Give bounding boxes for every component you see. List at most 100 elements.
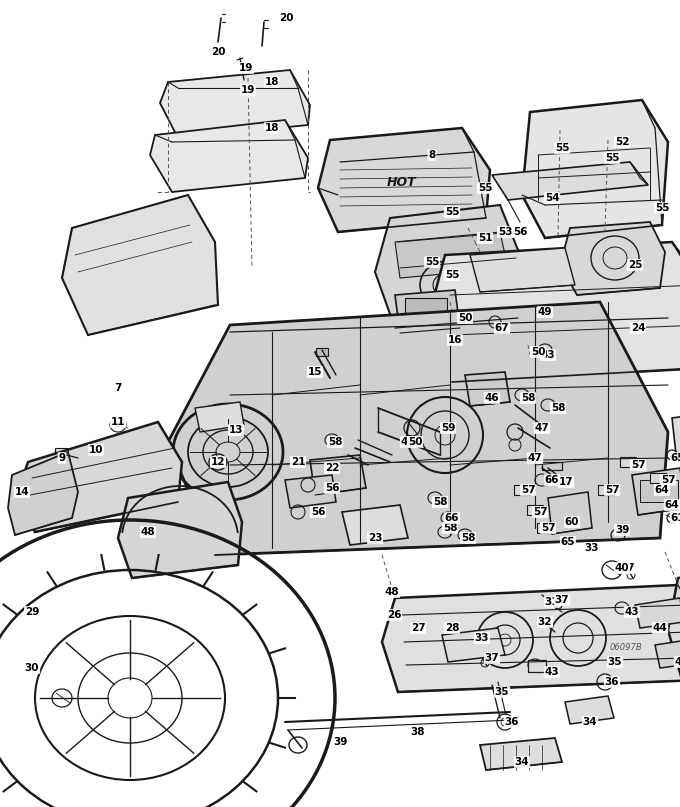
Text: 66: 66 bbox=[445, 513, 459, 523]
Text: 57: 57 bbox=[605, 485, 619, 495]
Text: 47: 47 bbox=[528, 453, 543, 463]
Text: 56: 56 bbox=[325, 483, 339, 493]
Text: 59: 59 bbox=[441, 423, 455, 433]
Text: 46: 46 bbox=[485, 393, 499, 403]
Text: 10: 10 bbox=[89, 445, 103, 455]
Text: 33: 33 bbox=[475, 633, 489, 643]
Text: 44: 44 bbox=[653, 623, 667, 633]
Text: 15: 15 bbox=[308, 367, 322, 377]
Text: 58: 58 bbox=[521, 393, 535, 403]
Text: 16: 16 bbox=[447, 335, 462, 345]
Text: 13: 13 bbox=[228, 425, 243, 435]
Text: 57: 57 bbox=[541, 523, 556, 533]
Text: 50: 50 bbox=[531, 347, 545, 357]
Text: 31: 31 bbox=[545, 597, 559, 607]
Text: 9: 9 bbox=[58, 453, 65, 463]
Polygon shape bbox=[465, 372, 510, 406]
Text: 49: 49 bbox=[538, 307, 552, 317]
Polygon shape bbox=[395, 290, 460, 333]
Polygon shape bbox=[548, 492, 592, 534]
Text: 57: 57 bbox=[661, 475, 675, 485]
Bar bbox=[640, 480, 678, 502]
Text: 58: 58 bbox=[432, 497, 447, 507]
Text: 48: 48 bbox=[385, 587, 399, 597]
Bar bbox=[55, 448, 77, 456]
Polygon shape bbox=[527, 505, 543, 515]
Polygon shape bbox=[598, 485, 614, 495]
Text: 17: 17 bbox=[559, 477, 573, 487]
Text: 64: 64 bbox=[664, 500, 679, 510]
Text: 55: 55 bbox=[605, 153, 619, 163]
Text: 21: 21 bbox=[291, 457, 305, 467]
Text: 61: 61 bbox=[670, 513, 680, 523]
Text: 32: 32 bbox=[538, 617, 552, 627]
Text: 56: 56 bbox=[513, 227, 527, 237]
Text: 39: 39 bbox=[333, 737, 347, 747]
Text: 55: 55 bbox=[655, 203, 669, 213]
Text: 8: 8 bbox=[428, 150, 436, 160]
Text: 12: 12 bbox=[211, 457, 225, 467]
Text: 50: 50 bbox=[408, 437, 422, 447]
Text: 24: 24 bbox=[630, 323, 645, 333]
Text: 36: 36 bbox=[605, 677, 619, 687]
Text: 47: 47 bbox=[534, 423, 549, 433]
Text: 54: 54 bbox=[545, 193, 560, 203]
Text: 35: 35 bbox=[608, 657, 622, 667]
Text: 14: 14 bbox=[15, 487, 29, 497]
Text: 57: 57 bbox=[521, 485, 535, 495]
Text: 55: 55 bbox=[425, 257, 439, 267]
Text: 55: 55 bbox=[555, 143, 569, 153]
Polygon shape bbox=[492, 162, 648, 200]
Text: 7: 7 bbox=[114, 383, 122, 393]
Text: 52: 52 bbox=[615, 137, 629, 147]
Text: 65: 65 bbox=[670, 453, 680, 463]
Polygon shape bbox=[632, 468, 680, 515]
Polygon shape bbox=[310, 455, 366, 495]
Text: 27: 27 bbox=[411, 623, 425, 633]
Text: 29: 29 bbox=[24, 607, 39, 617]
Polygon shape bbox=[285, 475, 336, 508]
Text: 43: 43 bbox=[541, 350, 556, 360]
Text: 26: 26 bbox=[387, 610, 401, 620]
Text: 06097B: 06097B bbox=[610, 643, 643, 653]
Text: 67: 67 bbox=[494, 323, 509, 333]
Text: 55: 55 bbox=[478, 183, 492, 193]
Polygon shape bbox=[672, 412, 680, 454]
Polygon shape bbox=[375, 205, 522, 328]
Polygon shape bbox=[342, 505, 408, 545]
Text: 38: 38 bbox=[411, 727, 425, 737]
Bar bbox=[405, 298, 447, 320]
Text: 65: 65 bbox=[561, 537, 575, 547]
Text: 36: 36 bbox=[505, 717, 520, 727]
Text: 22: 22 bbox=[325, 463, 339, 473]
Polygon shape bbox=[522, 100, 668, 238]
Bar bbox=[528, 660, 546, 672]
Text: 56: 56 bbox=[311, 507, 325, 517]
Text: 58: 58 bbox=[461, 533, 475, 543]
Polygon shape bbox=[537, 523, 553, 533]
Polygon shape bbox=[480, 738, 562, 770]
Polygon shape bbox=[565, 696, 614, 724]
Text: HOT: HOT bbox=[387, 175, 417, 189]
Text: 33: 33 bbox=[585, 543, 599, 553]
Text: 42: 42 bbox=[675, 657, 680, 667]
Polygon shape bbox=[514, 485, 530, 495]
Polygon shape bbox=[160, 70, 310, 138]
Text: 20: 20 bbox=[279, 13, 293, 23]
Text: 40: 40 bbox=[615, 563, 629, 573]
Text: 23: 23 bbox=[368, 533, 382, 543]
Polygon shape bbox=[668, 570, 680, 680]
Text: 19: 19 bbox=[241, 85, 255, 95]
Text: 25: 25 bbox=[628, 260, 642, 270]
Text: 11: 11 bbox=[111, 417, 125, 427]
Polygon shape bbox=[168, 302, 668, 555]
Text: 55: 55 bbox=[445, 207, 459, 217]
Text: 34: 34 bbox=[583, 717, 597, 727]
Polygon shape bbox=[395, 232, 508, 278]
Polygon shape bbox=[195, 402, 244, 432]
Text: 39: 39 bbox=[615, 525, 629, 535]
Text: 55: 55 bbox=[445, 270, 459, 280]
Polygon shape bbox=[442, 628, 505, 662]
Text: 66: 66 bbox=[545, 475, 559, 485]
Polygon shape bbox=[382, 585, 680, 692]
